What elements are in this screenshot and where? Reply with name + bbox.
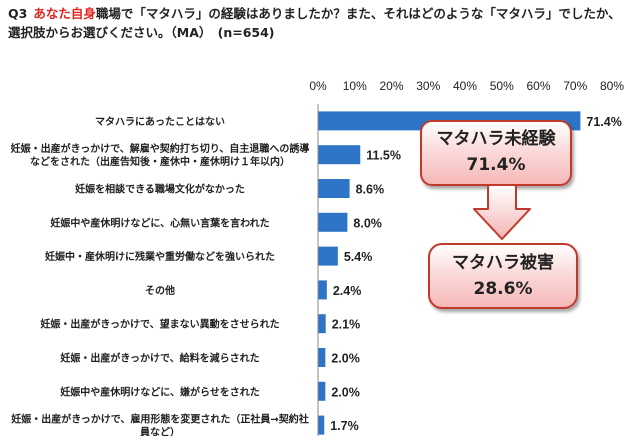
value-label: 8.0% bbox=[353, 216, 382, 230]
value-label: 11.5% bbox=[366, 149, 401, 163]
question-title: Q3 あなた自身職場で「マタハラ」の経験はありましたか？また、それはどのような「マ… bbox=[8, 4, 632, 42]
value-label: 1.7% bbox=[330, 419, 359, 433]
value-label: 71.4% bbox=[586, 115, 621, 129]
x-tick-label: 30% bbox=[416, 79, 440, 93]
category-label: 妊娠・出産がきっかけで、雇用形態を変更された（正社員→契約社員など） bbox=[11, 413, 309, 436]
question-text: 職場で「マタハラ」の経験はありましたか？また、それはどのような「マタハラ」でした… bbox=[8, 6, 621, 40]
value-label: 8.6% bbox=[356, 183, 385, 197]
category-label: 妊娠中・産休明けに残業や重労働などを強いられた bbox=[45, 250, 275, 263]
question-highlight: あなた自身 bbox=[33, 6, 96, 21]
bar bbox=[318, 280, 327, 300]
callout-unexperienced-label: マタハラ未経験 bbox=[436, 129, 556, 149]
callout-unexperienced: マタハラ未経験 71.4% bbox=[420, 120, 572, 186]
bar bbox=[318, 381, 326, 401]
callout-victim-label: マタハラ被害 bbox=[452, 253, 554, 273]
x-tick-label: 0% bbox=[309, 79, 327, 93]
down-arrow-icon bbox=[473, 184, 531, 240]
x-tick-label: 40% bbox=[453, 79, 477, 93]
x-tick-label: 50% bbox=[490, 79, 514, 93]
question-number: Q3 bbox=[8, 6, 28, 21]
category-label: マタハラにあったことはない bbox=[95, 115, 225, 128]
x-tick-label: 60% bbox=[526, 79, 550, 93]
category-label: 妊娠中や産休明けなどに、心無い言葉を言われた bbox=[50, 216, 269, 229]
callout-unexperienced-value: 71.4% bbox=[466, 155, 526, 175]
x-axis-ticks: 0% 10% 20% 30% 40% 50% 60% 70% 80% bbox=[309, 79, 624, 93]
bar bbox=[318, 145, 361, 165]
category-label: 妊娠を相談できる職場文化がなかった bbox=[75, 183, 245, 196]
value-label: 2.0% bbox=[331, 385, 360, 399]
bar bbox=[318, 246, 338, 266]
category-label: 妊娠・出産がきっかけで、解雇や契約打ち切り、自主退職への誘導などをされた（出産告… bbox=[11, 142, 310, 168]
x-tick-label: 10% bbox=[343, 79, 367, 93]
x-tick-label: 20% bbox=[379, 79, 403, 93]
value-label: 2.4% bbox=[333, 284, 362, 298]
x-tick-label: 80% bbox=[600, 79, 624, 93]
value-label: 2.0% bbox=[331, 352, 360, 366]
bar bbox=[318, 179, 350, 198]
bar bbox=[318, 415, 325, 435]
bar bbox=[318, 212, 348, 232]
value-label: 5.4% bbox=[344, 250, 373, 264]
bar bbox=[318, 314, 326, 334]
value-labels: 71.4% 11.5% 8.6% 8.0% 5.4% 2.4% 2.1% 2.0% 2.0% 1.… bbox=[330, 115, 622, 433]
callout-victim-value: 28.6% bbox=[473, 279, 533, 299]
category-label: 妊娠・出産がきっかけで、給料を減らされた bbox=[60, 352, 259, 365]
bar bbox=[318, 348, 326, 367]
category-label: 妊娠中や産休明けなどに、嫌がらせをされた bbox=[60, 385, 260, 398]
category-labels: マタハラにあったことはない妊娠・出産がきっかけで、解雇や契約打ち切り、自主退職へ… bbox=[11, 115, 310, 436]
callout-victim: マタハラ被害 28.6% bbox=[428, 243, 578, 309]
x-tick-label: 70% bbox=[563, 79, 587, 93]
value-label: 2.1% bbox=[332, 318, 361, 332]
category-label: その他 bbox=[145, 284, 175, 297]
category-label: 妊娠・出産がきっかけで、望まない異動をさせられた bbox=[40, 318, 279, 331]
